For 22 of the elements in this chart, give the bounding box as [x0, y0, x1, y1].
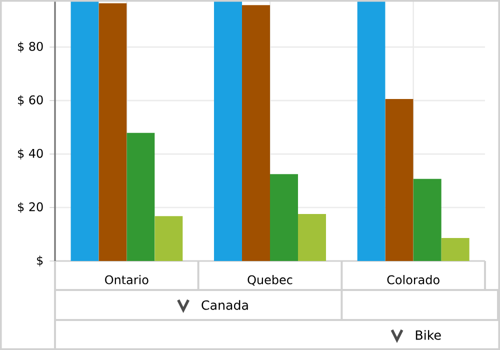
y-tick-label: $	[37, 256, 43, 266]
bar	[298, 214, 326, 261]
bar	[270, 174, 298, 261]
bar	[70, 0, 99, 261]
bar	[214, 0, 242, 261]
bar	[154, 216, 183, 261]
text: Bike	[416, 330, 441, 340]
bar	[357, 0, 386, 261]
y-tick-label: $ 60	[18, 95, 43, 106]
bar	[98, 3, 127, 261]
y-tick-label: $ 20	[18, 202, 43, 213]
bar	[385, 98, 414, 261]
bar	[242, 5, 270, 261]
y-tick-label: $ 40	[18, 148, 43, 160]
x-tick-label: Ontario	[105, 275, 148, 284]
text: Canada	[202, 300, 248, 310]
y-tick-label: $ 80	[18, 42, 43, 52]
x-tick-label: Quebec	[248, 275, 292, 286]
bar	[441, 238, 470, 261]
bar	[126, 132, 155, 261]
bar	[413, 178, 442, 261]
x-tick-label: Colorado	[387, 275, 440, 284]
